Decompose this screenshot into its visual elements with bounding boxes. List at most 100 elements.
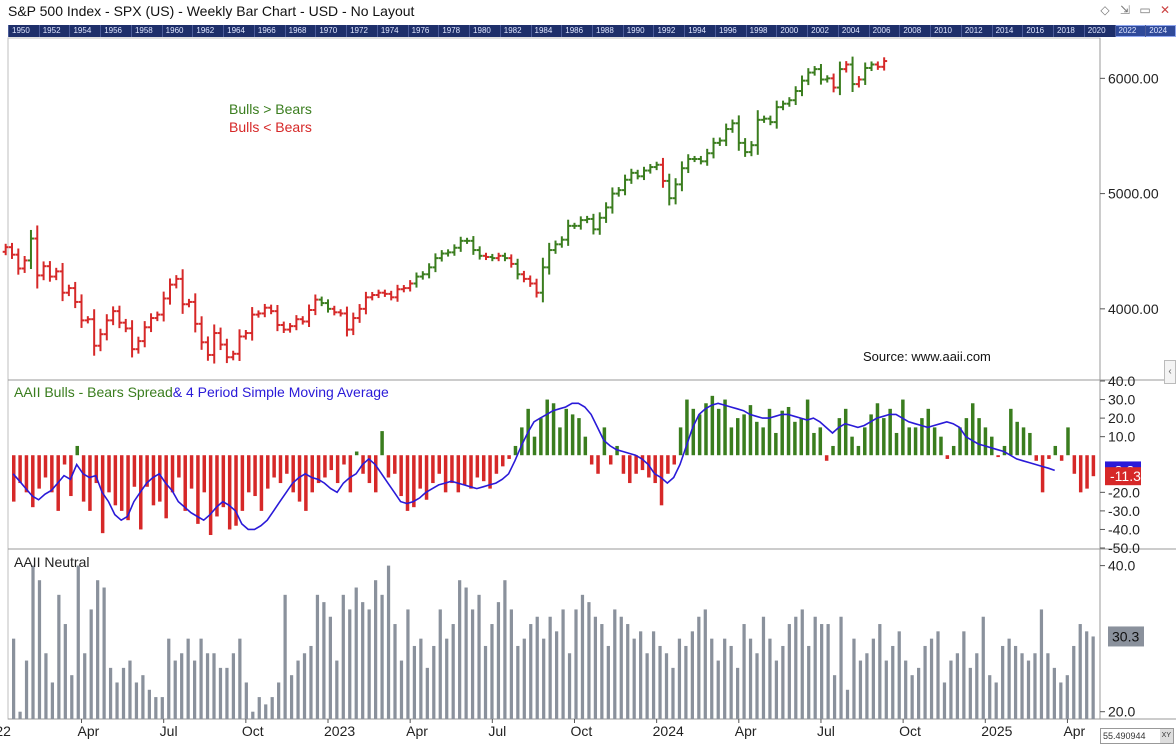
year-navigator[interactable]: 1950 1952 1954 1956 1958 1960 1962 1964 1966 1968…: [8, 25, 1176, 37]
year-tick[interactable]: 1992: [653, 25, 684, 37]
spread-bar: [494, 455, 499, 474]
last-value-flag: [1105, 467, 1141, 486]
year-tick[interactable]: 1950: [8, 25, 39, 37]
year-tick[interactable]: 1982: [499, 25, 531, 37]
year-tick[interactable]: 1998: [745, 25, 777, 37]
spread-bar: [475, 455, 480, 478]
neutral-bar: [723, 638, 727, 719]
spread-bar: [323, 455, 327, 478]
year-tick[interactable]: 1966: [253, 25, 285, 37]
neutral-bar: [115, 682, 119, 719]
year-tick[interactable]: 2012: [960, 25, 992, 37]
neutral-bar: [800, 609, 804, 719]
spread-bar: [1053, 445, 1058, 456]
year-tick[interactable]: 1994: [684, 25, 715, 37]
window-controls: ◇ ⇲ ▭ ✕: [1098, 3, 1172, 17]
spread-bar: [240, 455, 245, 511]
chevron-left-icon[interactable]: ‹: [1164, 360, 1176, 384]
neutral-bar: [432, 645, 436, 719]
neutral-bar: [238, 638, 242, 719]
spread-bar: [75, 445, 80, 456]
neutral-bar: [302, 653, 307, 719]
year-tick[interactable]: 2006: [868, 25, 900, 37]
neutral-bar: [386, 565, 391, 719]
year-tick[interactable]: 2020: [1083, 25, 1115, 37]
neutral-bar: [83, 653, 87, 719]
neutral-bar: [412, 645, 417, 719]
year-tick[interactable]: 1984: [530, 25, 562, 37]
year-tick[interactable]: 1988: [592, 25, 623, 37]
year-tick[interactable]: 2010: [930, 25, 961, 37]
neutral-bar: [102, 587, 106, 719]
neutral-bar: [328, 616, 332, 719]
spread-bar: [628, 455, 632, 484]
neutral-bar: [141, 675, 145, 719]
year-tick[interactable]: 1964: [223, 25, 254, 37]
spread-bar: [437, 455, 442, 474]
year-tick[interactable]: 2002: [807, 25, 838, 37]
spread-panel-title-suffix: & 4 Period Simple Moving Average: [173, 384, 389, 400]
spread-bar: [107, 455, 111, 493]
year-tick[interactable]: 2024: [1145, 25, 1176, 37]
spread-bar: [386, 455, 391, 478]
neutral-bar: [787, 624, 791, 719]
spread-bar: [145, 455, 149, 487]
zoom-readout[interactable]: 55.490944 XY: [1100, 728, 1174, 744]
spread-bar: [443, 455, 448, 493]
spread-bar: [951, 445, 956, 456]
year-tick[interactable]: 1974: [376, 25, 408, 37]
year-tick[interactable]: 1986: [561, 25, 592, 37]
spread-bar: [831, 445, 835, 456]
year-tick[interactable]: 1954: [69, 25, 100, 37]
year-tick[interactable]: 2008: [899, 25, 930, 37]
year-tick[interactable]: 1976: [407, 25, 439, 37]
year-tick[interactable]: 1960: [161, 25, 193, 37]
spread-bar: [653, 455, 657, 484]
year-tick[interactable]: 2014: [991, 25, 1023, 37]
neutral-bar: [1033, 653, 1037, 719]
neutral-bar: [820, 624, 824, 719]
year-tick[interactable]: 1996: [714, 25, 746, 37]
maximize-icon[interactable]: ▭: [1139, 3, 1151, 17]
neutral-bar: [923, 645, 927, 719]
neutral-bar: [942, 682, 947, 719]
xy-toggle[interactable]: XY: [1159, 729, 1173, 743]
x-tick-label: Apr: [78, 723, 100, 739]
year-tick[interactable]: 1958: [130, 25, 162, 37]
spread-bar: [685, 399, 689, 456]
close-icon[interactable]: ✕: [1159, 3, 1171, 17]
neutral-bar: [205, 653, 210, 719]
year-tick[interactable]: 1970: [315, 25, 346, 37]
spread-bar: [596, 455, 600, 474]
diamond-icon[interactable]: ◇: [1100, 3, 1110, 17]
year-tick[interactable]: 1990: [622, 25, 654, 37]
spread-bar: [824, 455, 829, 461]
spread-bar: [253, 455, 257, 497]
year-tick[interactable]: 1968: [284, 25, 316, 37]
year-tick[interactable]: 1952: [38, 25, 70, 37]
spread-bar: [805, 399, 810, 456]
spread-bar: [755, 421, 759, 456]
neutral-bar: [626, 624, 630, 719]
pin-icon[interactable]: ⇲: [1119, 3, 1131, 17]
spread-bar: [81, 455, 86, 502]
year-tick[interactable]: 1956: [100, 25, 131, 37]
spread-bar: [462, 455, 467, 485]
year-tick[interactable]: 2016: [1022, 25, 1053, 37]
year-tick[interactable]: 1972: [346, 25, 377, 37]
year-tick[interactable]: 2000: [776, 25, 807, 37]
year-tick[interactable]: 2018: [1053, 25, 1084, 37]
year-tick[interactable]: 1980: [469, 25, 500, 37]
neutral-bar: [632, 638, 636, 719]
neutral-bar: [994, 682, 998, 719]
neutral-bar: [173, 660, 177, 719]
year-tick[interactable]: 2022: [1114, 25, 1146, 37]
neutral-bar: [1046, 653, 1050, 719]
neutral-bar: [768, 638, 772, 719]
year-tick[interactable]: 1962: [192, 25, 223, 37]
year-tick[interactable]: 2004: [837, 25, 869, 37]
year-tick[interactable]: 1978: [438, 25, 469, 37]
spread-bar: [850, 436, 854, 456]
spread-bar: [1028, 432, 1032, 456]
